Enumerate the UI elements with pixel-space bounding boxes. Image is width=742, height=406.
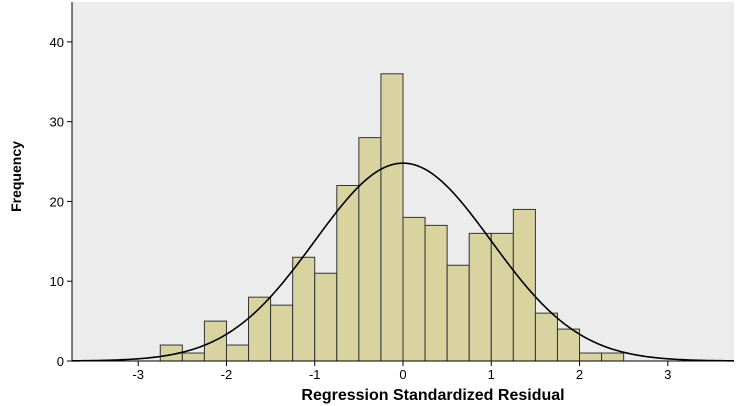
y-tick-label: 40: [50, 35, 64, 50]
y-tick-label: 10: [50, 274, 64, 289]
histogram-bar: [402, 216, 426, 362]
histogram-bar: [490, 232, 514, 362]
y-tick-label: 0: [57, 354, 64, 369]
y-ticks-group: 0 10 20 30 40: [50, 35, 72, 369]
histogram-bar: [380, 73, 404, 362]
x-tick-label: -1: [309, 367, 321, 382]
histogram-bar: [556, 328, 581, 362]
histogram-bar: [601, 352, 625, 362]
bars-group: [159, 73, 625, 362]
histogram-bar: [248, 296, 272, 362]
x-ticks-group: -3 -2 -1 0 1 2 3: [132, 361, 671, 382]
histogram-bar: [225, 344, 250, 362]
x-tick-label: -2: [221, 367, 233, 382]
x-tick-label: 3: [664, 367, 671, 382]
x-axis-title: Regression Standardized Residual: [301, 387, 564, 404]
x-tick-label: 0: [399, 367, 406, 382]
histogram-bar: [270, 304, 294, 362]
x-tick-label: 2: [576, 367, 583, 382]
histogram-bar: [181, 352, 205, 362]
y-axis-title: Frequency: [8, 141, 24, 212]
histogram-bar: [446, 264, 470, 362]
y-tick-label: 30: [50, 115, 64, 130]
x-tick-label: 1: [488, 367, 495, 382]
histogram-bar: [534, 312, 558, 362]
normal-curve: [71, 162, 735, 362]
histogram-bar: [314, 272, 338, 362]
histogram-bar: [292, 256, 316, 362]
y-tick-label: 20: [50, 194, 64, 209]
histogram-bar: [579, 352, 603, 362]
histogram-bar: [336, 184, 360, 362]
x-tick-label: -3: [132, 367, 144, 382]
histogram-bar: [468, 232, 492, 362]
histogram-bar: [424, 224, 448, 362]
